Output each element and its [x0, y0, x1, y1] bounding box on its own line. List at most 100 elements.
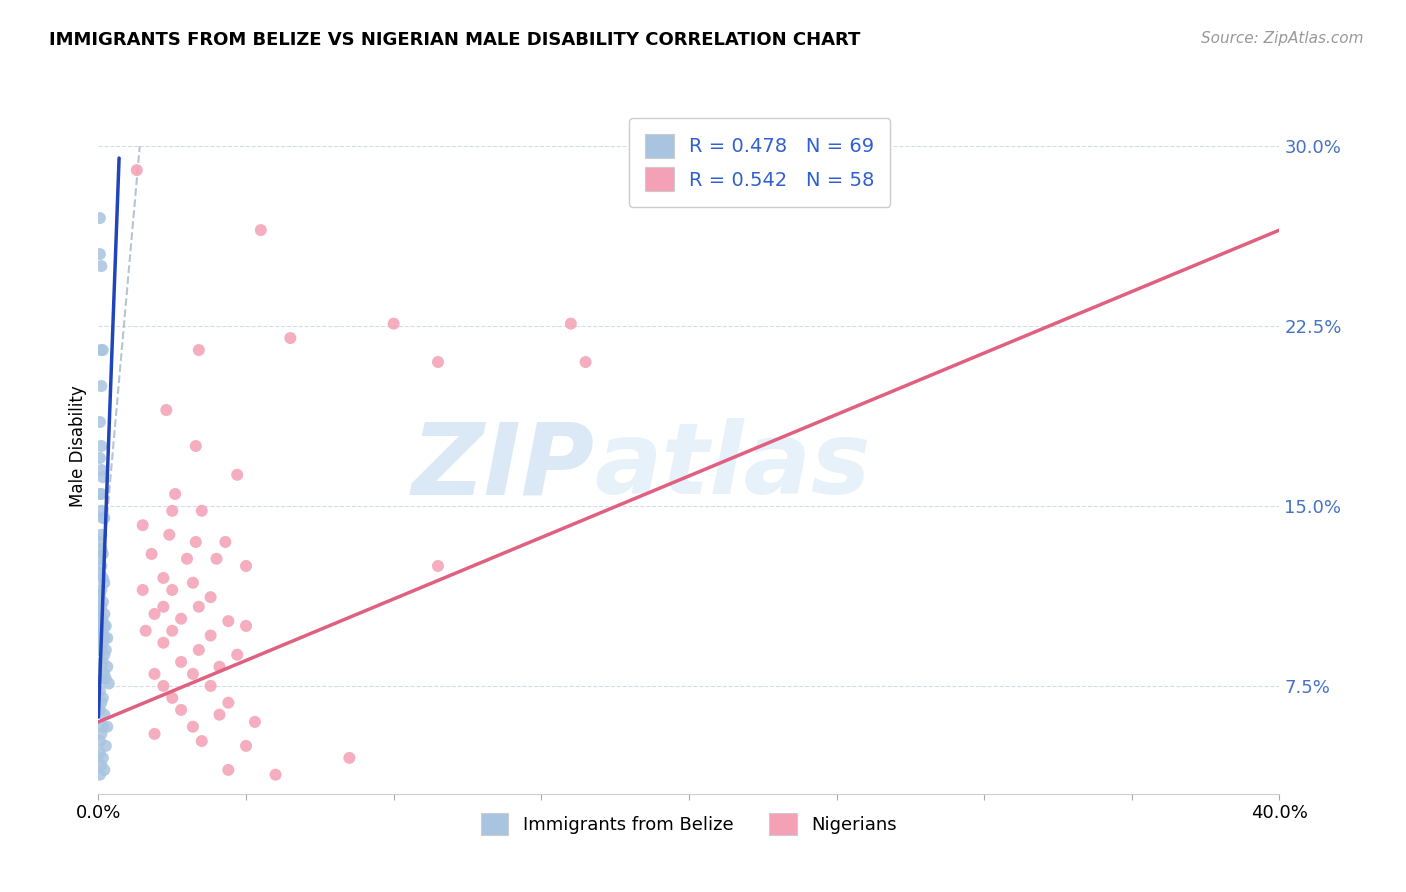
- Point: [89, 450, 111, 465]
- Point: [90, 582, 112, 597]
- Point: [89, 566, 111, 581]
- Point: [187, 599, 209, 614]
- Point: [162, 504, 183, 518]
- Point: [226, 467, 249, 482]
- Point: [90, 558, 112, 573]
- Point: [226, 648, 249, 662]
- Point: [143, 727, 166, 741]
- Point: [96, 631, 118, 645]
- Point: [94, 739, 117, 753]
- Point: [90, 542, 112, 557]
- Point: [181, 720, 204, 734]
- Point: [90, 758, 112, 772]
- Point: [143, 607, 166, 621]
- Point: [157, 528, 180, 542]
- Point: [90, 696, 112, 710]
- Point: [191, 734, 214, 748]
- Point: [187, 643, 209, 657]
- Y-axis label: Male Disability: Male Disability: [69, 385, 87, 507]
- Point: [91, 624, 114, 638]
- Point: [93, 631, 115, 645]
- Point: [97, 676, 120, 690]
- Point: [89, 415, 111, 429]
- Point: [93, 648, 115, 662]
- Point: [339, 751, 361, 765]
- Point: [181, 667, 204, 681]
- Text: Source: ZipAtlas.com: Source: ZipAtlas.com: [1201, 31, 1364, 46]
- Point: [143, 667, 166, 681]
- Point: [90, 463, 112, 477]
- Point: [91, 595, 114, 609]
- Point: [187, 343, 209, 357]
- Point: [90, 504, 112, 518]
- Point: [90, 727, 112, 741]
- Point: [91, 690, 114, 705]
- Point: [264, 767, 287, 781]
- Point: [91, 470, 114, 484]
- Point: [152, 636, 174, 650]
- Point: [560, 317, 582, 331]
- Point: [132, 582, 155, 597]
- Point: [89, 619, 111, 633]
- Point: [214, 535, 236, 549]
- Legend: Immigrants from Belize, Nigerians: Immigrants from Belize, Nigerians: [468, 800, 910, 847]
- Point: [93, 607, 115, 621]
- Point: [94, 643, 117, 657]
- Point: [89, 746, 111, 760]
- Point: [200, 590, 222, 604]
- Point: [90, 612, 112, 626]
- Point: [217, 614, 239, 628]
- Point: [90, 619, 112, 633]
- Point: [382, 317, 405, 331]
- Point: [165, 487, 187, 501]
- Point: [89, 767, 111, 781]
- Point: [170, 703, 193, 717]
- Point: [93, 619, 115, 633]
- Point: [90, 599, 112, 614]
- Point: [96, 659, 118, 673]
- Point: [93, 511, 115, 525]
- Point: [91, 614, 114, 628]
- Point: [91, 636, 114, 650]
- Point: [184, 535, 207, 549]
- Point: [200, 628, 222, 642]
- Point: [191, 504, 214, 518]
- Point: [217, 696, 239, 710]
- Point: [170, 655, 193, 669]
- Point: [89, 628, 111, 642]
- Point: [135, 624, 157, 638]
- Point: [243, 714, 266, 729]
- Point: [575, 355, 598, 369]
- Point: [235, 558, 257, 573]
- Point: [93, 667, 115, 681]
- Point: [89, 607, 111, 621]
- Point: [91, 751, 114, 765]
- Text: IMMIGRANTS FROM BELIZE VS NIGERIAN MALE DISABILITY CORRELATION CHART: IMMIGRANTS FROM BELIZE VS NIGERIAN MALE …: [49, 31, 860, 49]
- Point: [152, 599, 174, 614]
- Point: [89, 535, 111, 549]
- Point: [91, 655, 114, 669]
- Point: [93, 575, 115, 590]
- Point: [90, 487, 112, 501]
- Point: [162, 582, 183, 597]
- Point: [184, 439, 207, 453]
- Point: [90, 528, 112, 542]
- Point: [170, 612, 193, 626]
- Point: [96, 720, 118, 734]
- Point: [162, 624, 183, 638]
- Point: [90, 659, 112, 673]
- Point: [90, 631, 112, 645]
- Point: [91, 547, 114, 561]
- Point: [90, 259, 112, 273]
- Point: [89, 643, 111, 657]
- Point: [89, 551, 111, 566]
- Point: [427, 355, 450, 369]
- Point: [280, 331, 302, 345]
- Text: ZIP: ZIP: [412, 418, 595, 516]
- Point: [90, 643, 112, 657]
- Point: [89, 211, 111, 225]
- Point: [152, 679, 174, 693]
- Point: [132, 518, 155, 533]
- Point: [89, 734, 111, 748]
- Point: [152, 571, 174, 585]
